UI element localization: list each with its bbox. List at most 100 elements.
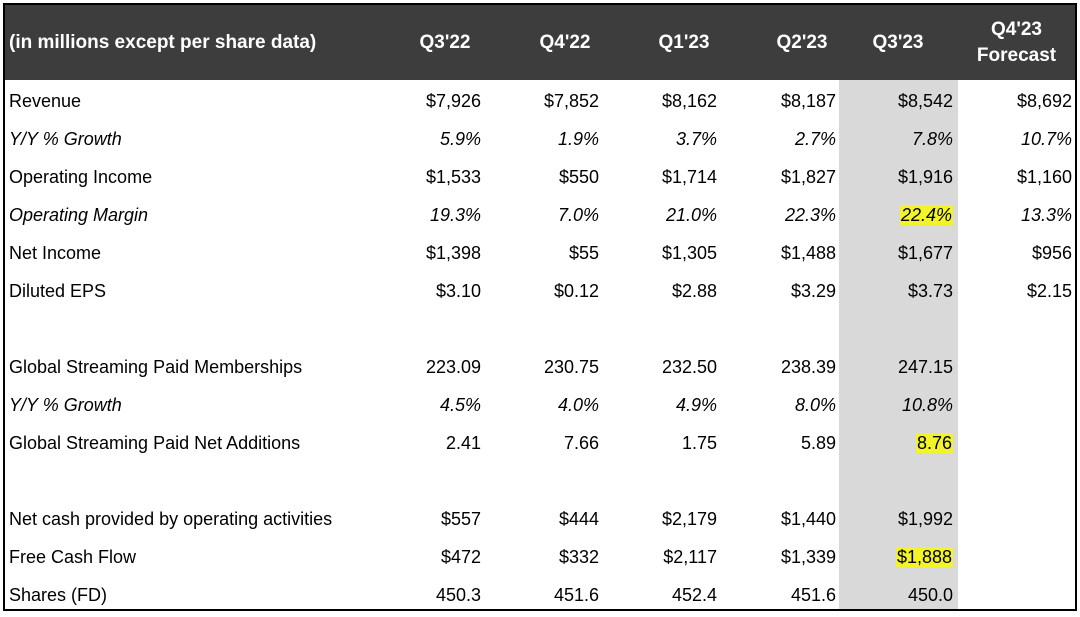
row-label: Shares (FD) [9,585,108,605]
table-cell: $2.88 [671,281,717,301]
table-cell: $3.73 [907,281,953,301]
table-cell: $1,440 [780,509,836,529]
table-cell: $8,542 [897,91,953,111]
table-cell: $7,926 [425,91,481,111]
highlighted-value: 8.76 [915,433,953,453]
table-cell: $1,677 [897,243,953,263]
row-label: Y/Y % Growth [9,129,122,149]
table-row-shares-fd: Shares (FD) 450.3 451.6 452.4 451.6 450.… [5,576,1075,609]
table-cell: 451.6 [553,585,599,605]
table-cell: 3.7% [675,129,717,149]
row-label: Operating Income [9,167,153,187]
table-cell: 450.0 [907,585,953,605]
table-cell: 7.8% [911,129,953,149]
forecast-label: Forecast [976,44,1057,66]
table-cell: $956 [1031,243,1072,263]
table-cell: 7.0% [557,205,599,225]
table-cell: 2.7% [794,129,836,149]
table-cell: 5.9% [439,129,481,149]
financial-summary-table: (in millions except per share data) Q3'2… [3,3,1077,611]
table-cell: $8,187 [780,91,836,111]
table-cell: $1,305 [661,243,717,263]
header-col-q2-23: Q2'23 [776,31,828,53]
table-cell: $1,488 [780,243,836,263]
header-col-q1-23: Q1'23 [658,31,710,53]
header-col-q4-23-forecast: Q4'23 Forecast [958,5,1075,80]
header-units-label: (in millions except per share data) [9,32,317,53]
table-row-revenue-growth: Y/Y % Growth 5.9% 1.9% 3.7% 2.7% 7.8% 10… [5,120,1075,158]
table-row-operating-cash: Net cash provided by operating activitie… [5,500,1075,538]
table-row-net-income: Net Income $1,398 $55 $1,305 $1,488 $1,6… [5,234,1075,272]
table-cell: $1,398 [425,243,481,263]
row-label: Net Income [9,243,102,263]
table-cell: 451.6 [790,585,836,605]
table-cell: 5.89 [800,433,836,453]
table-row-paid-memberships: Global Streaming Paid Memberships 223.09… [5,348,1075,386]
table-cell: $444 [558,509,599,529]
table-row-operating-income: Operating Income $1,533 $550 $1,714 $1,8… [5,158,1075,196]
table-row-memberships-growth: Y/Y % Growth 4.5% 4.0% 4.9% 8.0% 10.8% [5,386,1075,424]
table-cell: 2.41 [445,433,481,453]
table-cell: $1,714 [661,167,717,187]
table-cell: $1,992 [897,509,953,529]
current-quarter-column-shading [839,80,958,609]
table-cell: $2.15 [1026,281,1072,301]
table-cell: 4.9% [675,395,717,415]
table-cell: 247.15 [897,357,953,377]
table-cell-highlighted: 22.4% [839,196,953,234]
row-label: Operating Margin [9,205,149,225]
row-label: Y/Y % Growth [9,395,122,415]
table-cell: 450.3 [435,585,481,605]
table-cell: $1,160 [1016,167,1072,187]
table-cell: 10.8% [901,395,953,415]
table-row-diluted-eps: Diluted EPS $3.10 $0.12 $2.88 $3.29 $3.7… [5,272,1075,310]
table-row-operating-margin: Operating Margin 19.3% 7.0% 21.0% 22.3% … [5,196,1075,234]
table-cell: 7.66 [563,433,599,453]
table-cell: $8,692 [1016,91,1072,111]
row-label: Global Streaming Paid Net Additions [9,433,301,453]
table-cell: 10.7% [1020,129,1072,149]
table-row-free-cash-flow: Free Cash Flow $472 $332 $2,117 $1,339 $… [5,538,1075,576]
table-cell: 1.9% [557,129,599,149]
table-cell: 452.4 [671,585,717,605]
table-cell: $7,852 [543,91,599,111]
table-cell: 1.75 [681,433,717,453]
table-cell: 8.0% [794,395,836,415]
header-col-q4-22: Q4'22 [539,31,591,53]
row-label: Free Cash Flow [9,547,137,567]
table-cell: $332 [558,547,599,567]
header-col-q3-23: Q3'23 [872,31,924,53]
table-cell: 22.3% [784,205,836,225]
row-label: Revenue [9,91,82,111]
table-cell: 4.5% [439,395,481,415]
highlighted-value: 22.4% [899,205,953,225]
forecast-quarter-label: Q4'23 [990,18,1042,40]
table-cell: 232.50 [661,357,717,377]
table-header: (in millions except per share data) Q3'2… [5,5,1075,80]
table-cell: 4.0% [557,395,599,415]
table-row-net-additions: Global Streaming Paid Net Additions 2.41… [5,424,1075,462]
table-cell: 223.09 [425,357,481,377]
table-cell: 230.75 [543,357,599,377]
table-cell: $550 [558,167,599,187]
table-cell: $3.10 [435,281,481,301]
row-label: Global Streaming Paid Memberships [9,357,303,377]
table-cell: $55 [568,243,599,263]
table-cell: 19.3% [429,205,481,225]
table-cell: $1,916 [897,167,953,187]
highlighted-value: $1,888 [895,547,953,567]
table-cell: 21.0% [665,205,717,225]
table-cell: $8,162 [661,91,717,111]
row-label: Net cash provided by operating activitie… [9,509,333,529]
table-cell: $2,117 [663,547,717,567]
table-cell-highlighted: 8.76 [839,424,953,462]
table-cell: $2,179 [661,509,717,529]
table-cell: 13.3% [1020,205,1072,225]
table-row-revenue: Revenue $7,926 $7,852 $8,162 $8,187 $8,5… [5,82,1075,120]
table-cell: $3.29 [790,281,836,301]
table-cell: $472 [440,547,481,567]
table-cell-highlighted: $1,888 [839,538,953,576]
table-cell: $557 [440,509,481,529]
table-cell: $1,339 [780,547,836,567]
header-col-q3-22: Q3'22 [419,31,471,53]
